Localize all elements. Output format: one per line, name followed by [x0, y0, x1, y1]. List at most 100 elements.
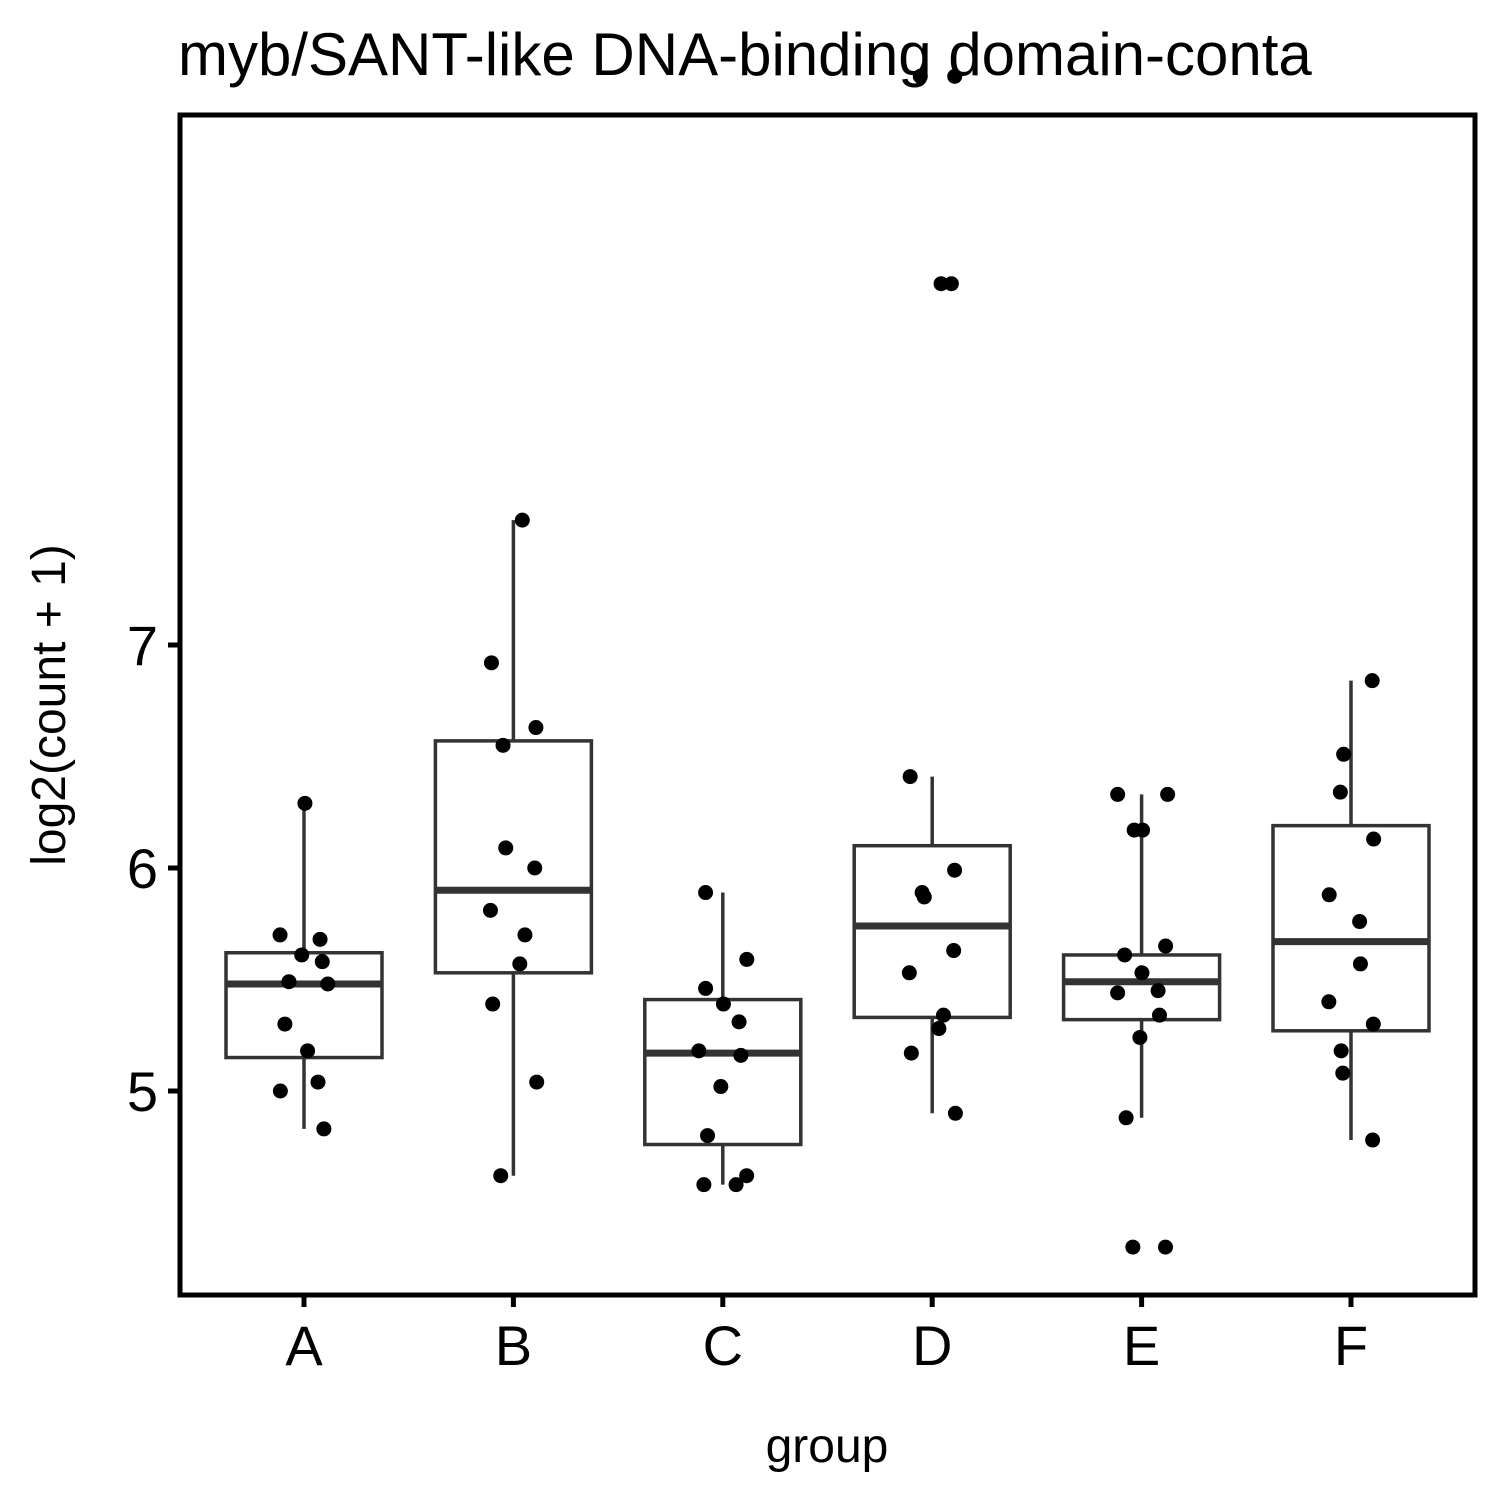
data-point: [901, 965, 917, 981]
data-point: [739, 1168, 755, 1184]
data-point: [1118, 1110, 1134, 1126]
data-point: [739, 951, 755, 967]
box-D: [852, 776, 1012, 1114]
data-point: [1352, 956, 1368, 972]
data-point: [1125, 1239, 1141, 1255]
data-point: [527, 860, 543, 876]
chart-title: myb/SANT-like DNA-binding domain-conta: [178, 21, 1312, 88]
data-point: [1151, 1007, 1167, 1023]
data-point: [931, 1021, 947, 1037]
data-point: [514, 512, 530, 528]
data-point: [281, 974, 297, 990]
data-point: [1110, 786, 1126, 802]
data-point: [1321, 887, 1337, 903]
data-point: [1132, 1029, 1148, 1045]
data-point: [498, 840, 514, 856]
data-point: [713, 1079, 729, 1095]
box-A: [224, 803, 384, 1129]
y-axis-label: log2(count + 1): [23, 544, 76, 866]
data-point: [485, 996, 501, 1012]
box-E: [1061, 794, 1222, 1118]
data-point: [297, 795, 313, 811]
data-point: [529, 1074, 545, 1090]
data-point: [1336, 746, 1352, 762]
x-tick-label: E: [1123, 1314, 1160, 1377]
data-point: [316, 1121, 332, 1137]
data-point: [933, 276, 949, 292]
data-point: [947, 862, 963, 878]
box-F: [1271, 680, 1431, 1141]
data-point: [947, 68, 963, 84]
data-point: [1160, 786, 1176, 802]
boxes-layer: [224, 520, 1431, 1185]
data-point: [903, 1045, 919, 1061]
data-point: [1158, 938, 1174, 954]
data-point: [493, 1168, 509, 1184]
data-point: [1134, 965, 1150, 981]
data-point: [1321, 994, 1337, 1010]
data-point: [700, 1128, 716, 1144]
data-point: [733, 1047, 749, 1063]
data-point: [512, 956, 528, 972]
data-point: [1126, 822, 1142, 838]
data-point: [482, 902, 498, 918]
data-point: [272, 927, 288, 943]
box-iqr: [1061, 953, 1222, 1022]
box-iqr: [224, 950, 384, 1060]
data-point: [916, 889, 932, 905]
data-point: [1157, 1239, 1173, 1255]
data-point: [294, 947, 310, 963]
y-axis: 5 6 7: [127, 614, 180, 1123]
data-point: [728, 1177, 744, 1193]
points-layer: [272, 68, 1382, 1255]
x-tick-label: B: [495, 1314, 532, 1377]
data-point: [300, 1043, 316, 1059]
data-point: [1150, 983, 1166, 999]
data-point: [517, 927, 533, 943]
data-point: [1365, 1132, 1381, 1148]
x-axis: A B C D E F: [285, 1295, 1368, 1377]
box-B: [433, 520, 594, 1176]
plot-panel-border: [177, 112, 1478, 1298]
data-point: [946, 943, 962, 959]
data-point: [1332, 784, 1348, 800]
data-point: [1117, 947, 1133, 963]
x-tick-label: D: [912, 1314, 952, 1377]
data-point: [1335, 1065, 1351, 1081]
data-point: [312, 931, 328, 947]
box-iqr: [643, 997, 803, 1147]
x-tick-label: A: [285, 1314, 323, 1377]
box-iqr: [852, 843, 1012, 1020]
data-point: [320, 976, 336, 992]
data-point: [314, 954, 330, 970]
data-point: [483, 655, 499, 671]
data-point: [731, 1014, 747, 1030]
data-point: [1365, 1016, 1381, 1032]
data-point: [947, 1105, 963, 1121]
data-point: [943, 276, 959, 292]
data-point: [698, 885, 714, 901]
data-point: [698, 980, 714, 996]
box-iqr: [433, 739, 594, 975]
data-point: [1352, 914, 1368, 930]
data-point: [935, 1007, 951, 1023]
box-C: [643, 892, 803, 1185]
x-axis-label: group: [766, 1420, 889, 1473]
data-point: [1333, 1043, 1349, 1059]
data-point: [272, 1083, 288, 1099]
data-point: [277, 1016, 293, 1032]
y-tick-label: 7: [127, 614, 158, 677]
data-point: [1366, 831, 1382, 847]
data-point: [495, 737, 511, 753]
data-point: [691, 1043, 707, 1059]
data-point: [902, 769, 918, 785]
data-point: [310, 1074, 326, 1090]
data-point: [696, 1177, 712, 1193]
x-tick-label: C: [703, 1314, 743, 1377]
x-tick-label: F: [1334, 1314, 1368, 1377]
y-tick-label: 5: [127, 1060, 158, 1123]
box-iqr: [1271, 823, 1431, 1033]
data-point: [528, 720, 544, 736]
data-point: [1110, 985, 1126, 1001]
